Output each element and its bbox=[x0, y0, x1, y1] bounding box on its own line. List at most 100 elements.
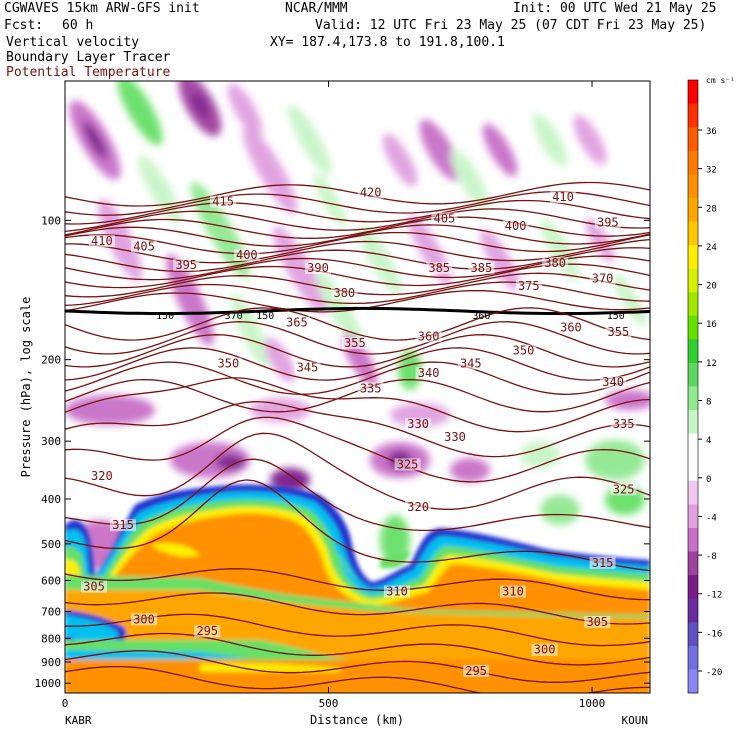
colorbar-swatch bbox=[688, 80, 698, 105]
isentrope-label-bg bbox=[589, 272, 616, 285]
isentrope-label: 305 bbox=[586, 615, 608, 629]
isentrope-line bbox=[65, 321, 650, 355]
tropopause-label: 150 bbox=[156, 311, 174, 322]
isentrope-label-bg bbox=[109, 519, 136, 532]
isentrope-label: 310 bbox=[502, 584, 524, 598]
colorbar-swatch bbox=[688, 127, 698, 152]
xy-endpoints: XY= 187.4,173.8 to 191.8,100.1 bbox=[270, 35, 505, 50]
tropopause-label: 360 bbox=[472, 311, 490, 322]
isentrope-label: 395 bbox=[175, 258, 197, 272]
colorbar-swatch bbox=[688, 575, 698, 600]
field-vertical-velocity: Vertical velocity bbox=[6, 35, 140, 50]
isentrope-label: 415 bbox=[212, 195, 234, 209]
colorbar-swatch bbox=[688, 457, 698, 482]
fcst-label: Fcst: bbox=[4, 18, 44, 33]
model-title: CGWAVES 15km ARW-GFS init bbox=[4, 1, 200, 16]
colorbar-tick-label: -16 bbox=[706, 629, 722, 639]
isentrope-line bbox=[65, 272, 650, 298]
isentrope-label-bg bbox=[88, 235, 115, 248]
colorbar-tick-label: -12 bbox=[706, 591, 722, 601]
colorbar: 36 32 28 24 20 16 12 8 4 0 -4 -8 -12 -16 -20 bbox=[687, 79, 722, 694]
isentrope-label: 365 bbox=[286, 316, 308, 330]
isentrope-label-bg bbox=[431, 212, 458, 225]
isentrope-label: 295 bbox=[196, 624, 218, 638]
isentrope-label: 355 bbox=[608, 325, 630, 339]
isentrope-label: 305 bbox=[83, 580, 105, 594]
isentrope-label-bg bbox=[426, 261, 453, 274]
isentrope-label-bg bbox=[131, 613, 158, 626]
colorbar-swatch bbox=[688, 527, 698, 553]
isentrope-label-bg bbox=[283, 316, 310, 329]
isentrope-label-bg bbox=[194, 625, 221, 638]
y-tick-label: 1000 bbox=[35, 677, 62, 690]
isentrope-label-bg bbox=[304, 261, 331, 274]
plot-frame bbox=[64, 80, 651, 694]
y-tick-label: 400 bbox=[41, 493, 61, 506]
colorbar-swatch bbox=[688, 433, 698, 458]
isentrope-label-bg bbox=[384, 585, 411, 598]
isentrope-line bbox=[65, 231, 650, 255]
isentropes bbox=[65, 181, 650, 693]
isentrope-label: 420 bbox=[360, 186, 382, 200]
colorbar-swatch bbox=[688, 174, 698, 199]
isentrope-label: 335 bbox=[613, 417, 635, 431]
isentrope-label-bg bbox=[415, 367, 442, 380]
isentrope-line bbox=[65, 224, 650, 247]
field-boundary-layer-tracer: Boundary Layer Tracer bbox=[6, 50, 171, 65]
isentrope-label-bg bbox=[173, 258, 200, 271]
y-axis: 100 200 300 400 500 600 700 800 900 1000 bbox=[35, 214, 650, 690]
isentrope-label: 335 bbox=[360, 381, 382, 395]
isentrope-label: 360 bbox=[560, 320, 582, 334]
tropopause-line bbox=[65, 306, 650, 316]
colorbar-tick-label: 12 bbox=[706, 359, 717, 369]
y-tick-label: 100 bbox=[41, 214, 61, 227]
isentrope-line bbox=[65, 568, 650, 601]
colorbar-swatch bbox=[688, 622, 698, 647]
isentrope-label: 400 bbox=[505, 219, 527, 233]
isentrope-label-bg bbox=[442, 431, 468, 444]
y-tick-label: 600 bbox=[41, 575, 61, 588]
isentrope-line bbox=[65, 377, 650, 433]
isentrope-label: 310 bbox=[386, 584, 408, 598]
isentrope-label: 395 bbox=[597, 215, 619, 229]
isentrope-label-bg bbox=[499, 585, 526, 598]
colorbar-tick-label: 36 bbox=[706, 127, 717, 137]
isentrope-label: 345 bbox=[460, 357, 482, 371]
colorbar-swatch bbox=[688, 386, 698, 411]
colorbar-tick-label: -20 bbox=[706, 668, 722, 678]
isentrope-label-bg bbox=[550, 191, 577, 204]
isentrope-label: 410 bbox=[552, 190, 574, 204]
isentrope-line bbox=[65, 401, 650, 458]
isentrope-line bbox=[65, 632, 650, 666]
isentrope-label-bg bbox=[341, 337, 368, 350]
right-endpoint-label: KOUN bbox=[622, 714, 649, 727]
isentrope-label-bg bbox=[557, 321, 584, 334]
isentrope-line bbox=[65, 334, 650, 368]
isentrope-label-bg bbox=[542, 257, 569, 270]
isentrope-label: 350 bbox=[513, 344, 535, 358]
colorbar-swatch bbox=[688, 551, 698, 576]
x-tick-label: 500 bbox=[319, 697, 339, 710]
colorbar-swatch bbox=[688, 480, 698, 505]
isentrope-line bbox=[65, 216, 650, 239]
x-axis: 0 500 1000 bbox=[62, 81, 605, 710]
left-endpoint-label: KABR bbox=[65, 714, 92, 727]
isentrope-label: 375 bbox=[518, 279, 540, 293]
isentrope-line bbox=[65, 613, 650, 647]
colorbar-swatch bbox=[688, 504, 698, 529]
isentrope-label: 345 bbox=[297, 360, 319, 374]
isentrope-label: 330 bbox=[407, 417, 429, 431]
isentrope-line bbox=[65, 665, 650, 693]
isentrope-label: 400 bbox=[236, 248, 258, 262]
colorbar-swatch bbox=[688, 221, 698, 246]
isentrope-label-bg bbox=[415, 330, 442, 343]
isentrope-label: 295 bbox=[465, 664, 487, 678]
colorbar-swatch bbox=[688, 103, 698, 128]
isentrope-label: 380 bbox=[544, 256, 566, 270]
colorbar-tick-label: 16 bbox=[706, 320, 717, 330]
colorbar-swatch bbox=[688, 645, 698, 670]
isentrope-label: 330 bbox=[444, 430, 466, 444]
colorbar-swatch bbox=[688, 669, 698, 694]
isentrope-label: 350 bbox=[218, 357, 240, 371]
isentrope-label: 340 bbox=[602, 375, 624, 389]
